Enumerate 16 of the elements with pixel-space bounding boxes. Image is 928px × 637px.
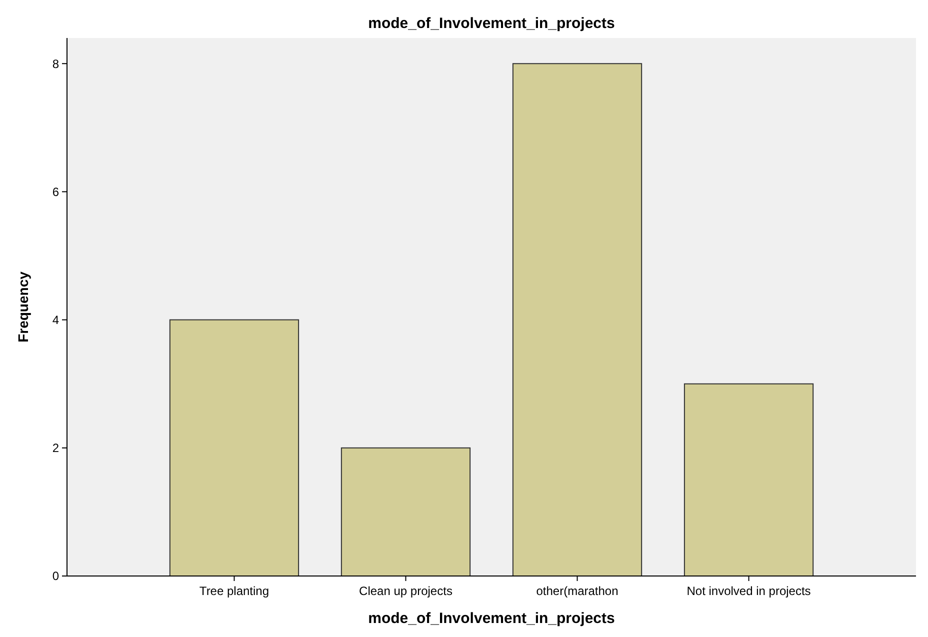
x-tick-label: Not involved in projects bbox=[686, 584, 811, 598]
y-axis-title: Frequency bbox=[15, 271, 31, 342]
y-tick-label: 8 bbox=[52, 56, 60, 71]
y-tick-label: 4 bbox=[52, 313, 60, 328]
bar bbox=[169, 319, 300, 576]
x-tick-label: other(marathon bbox=[536, 584, 618, 598]
y-tick-label: 6 bbox=[52, 184, 60, 199]
y-tick-label: 0 bbox=[52, 569, 60, 584]
bar bbox=[340, 447, 471, 576]
chart-title: mode_of_Involvement_in_projects bbox=[368, 15, 615, 32]
bar bbox=[512, 63, 642, 576]
bar bbox=[684, 383, 814, 576]
y-tick-label: 2 bbox=[52, 441, 60, 456]
x-tick-label: Clean up projects bbox=[359, 584, 452, 598]
x-axis-title: mode_of_Involvement_in_projects bbox=[368, 610, 615, 627]
x-tick-label: Tree planting bbox=[199, 584, 270, 598]
